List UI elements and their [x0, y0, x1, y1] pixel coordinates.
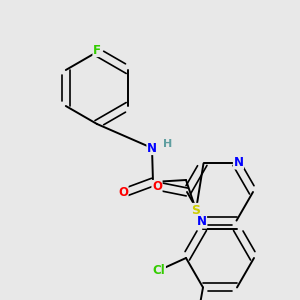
Text: H: H: [164, 139, 172, 149]
Text: N: N: [233, 156, 244, 169]
Text: Cl: Cl: [153, 265, 165, 278]
Text: S: S: [191, 203, 200, 217]
Text: F: F: [93, 44, 101, 56]
Text: N: N: [147, 142, 157, 154]
Text: N: N: [196, 215, 206, 228]
Text: O: O: [118, 185, 128, 199]
Text: O: O: [152, 181, 162, 194]
